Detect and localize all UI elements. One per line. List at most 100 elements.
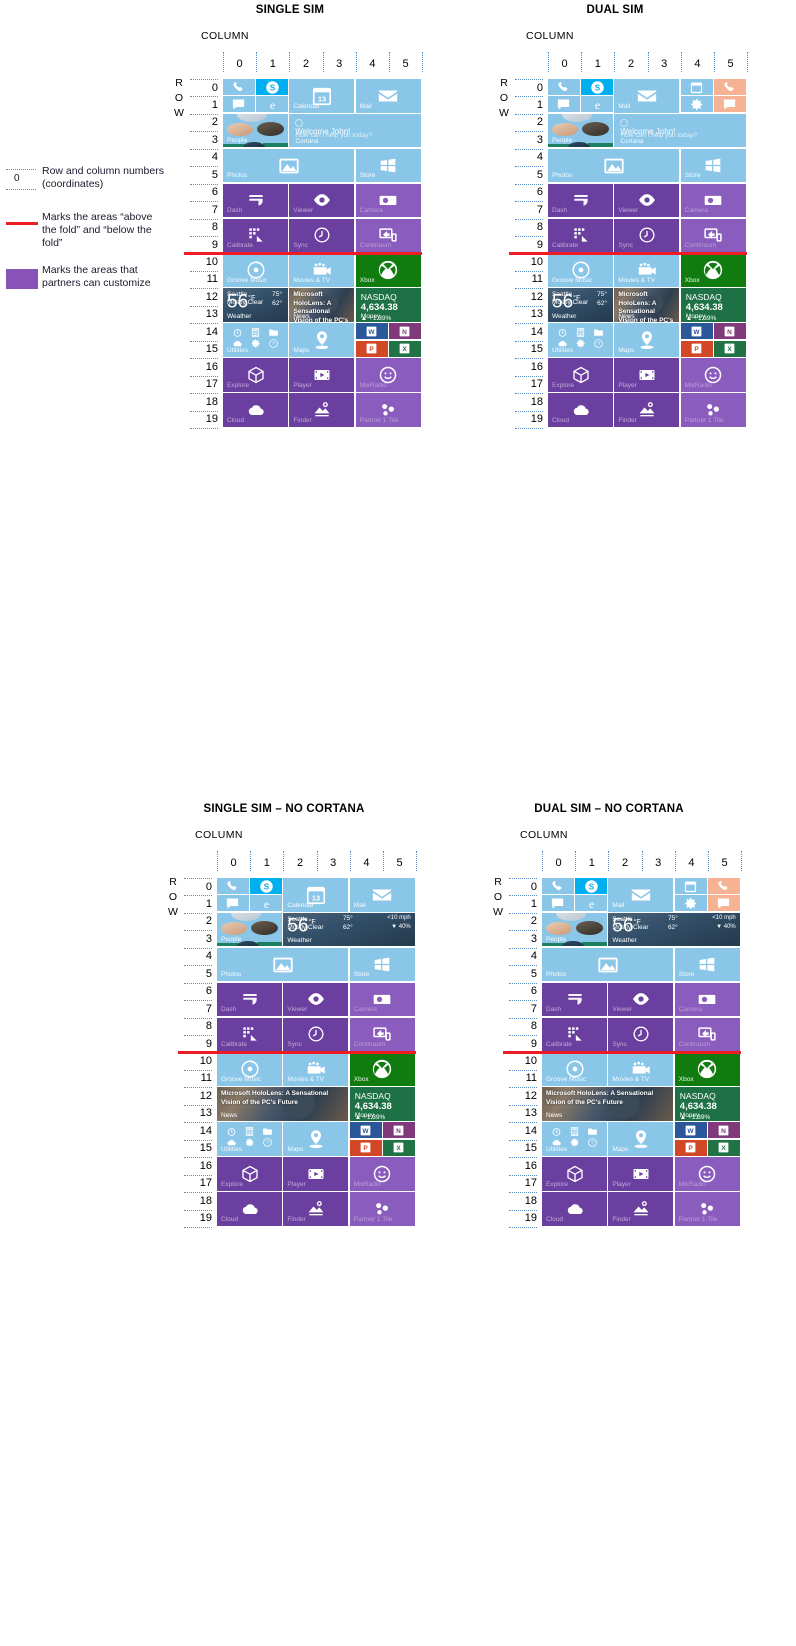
- tile-utilities[interactable]: ? Utilities: [542, 1122, 607, 1156]
- tile-camera[interactable]: Camera: [674, 982, 740, 1017]
- tile-calendar_small[interactable]: [674, 878, 707, 895]
- tile-mail[interactable]: Mail: [614, 79, 680, 113]
- tile-messaging[interactable]: [217, 895, 249, 912]
- tile-messaging2[interactable]: [714, 96, 746, 113]
- tile-excel[interactable]: X: [708, 1139, 740, 1156]
- tile-player[interactable]: Player: [289, 358, 355, 392]
- tile-viewer[interactable]: Viewer: [289, 183, 355, 218]
- tile-partner[interactable]: Partner 1 Tile: [674, 1192, 740, 1226]
- tile-camera[interactable]: Camera: [355, 183, 421, 218]
- tile-explore[interactable]: Explore: [542, 1157, 607, 1191]
- tile-cortana[interactable]: Welcome John! How can I help you today? …: [614, 113, 746, 148]
- tile-edge[interactable]: e: [575, 895, 607, 912]
- tile-skype[interactable]: S: [581, 79, 613, 96]
- tile-finder[interactable]: Finder: [608, 1192, 674, 1226]
- tile-calibrate[interactable]: Calibrate: [548, 218, 613, 253]
- tile-word[interactable]: W: [355, 323, 388, 340]
- tile-people[interactable]: People: [548, 113, 613, 148]
- tile-dash[interactable]: Dash: [217, 982, 282, 1017]
- tile-news[interactable]: Microsoft HoloLens: A Sensational Vision…: [614, 288, 680, 322]
- tile-settings[interactable]: [680, 96, 713, 113]
- tile-store[interactable]: Store: [674, 947, 740, 982]
- tile-calibrate[interactable]: Calibrate: [542, 1017, 607, 1052]
- tile-sync[interactable]: Sync: [283, 1017, 349, 1052]
- tile-photos[interactable]: Photos: [223, 148, 355, 183]
- tile-cloud[interactable]: Cloud: [548, 393, 613, 427]
- tile-news[interactable]: Microsoft HoloLens: A Sensational Vision…: [542, 1087, 674, 1121]
- tile-phone2[interactable]: [714, 79, 746, 96]
- tile-photos[interactable]: Photos: [548, 148, 680, 183]
- tile-skype[interactable]: S: [575, 878, 607, 895]
- tile-dash[interactable]: Dash: [223, 183, 288, 218]
- tile-money[interactable]: NASDAQ 4,634.38 ▲ +1.39% 11/02/2015 Mone…: [349, 1087, 415, 1121]
- tile-calibrate[interactable]: Calibrate: [223, 218, 288, 253]
- tile-camera[interactable]: Camera: [680, 183, 746, 218]
- tile-partner[interactable]: Partner 1 Tile: [349, 1192, 415, 1226]
- tile-mixradio[interactable]: MixRadio: [349, 1157, 415, 1191]
- tile-xbox[interactable]: Xbox: [674, 1052, 740, 1086]
- tile-news[interactable]: Microsoft HoloLens: A Sensational Vision…: [289, 288, 355, 322]
- tile-sync[interactable]: Sync: [614, 218, 680, 253]
- tile-onenote[interactable]: N: [389, 323, 421, 340]
- tile-continuum[interactable]: Continuum: [680, 218, 746, 253]
- tile-movies[interactable]: Movies & TV: [289, 253, 355, 287]
- tile-phone2[interactable]: [708, 878, 740, 895]
- tile-word[interactable]: W: [680, 323, 713, 340]
- tile-powerpoint[interactable]: P: [674, 1139, 707, 1156]
- tile-cloud[interactable]: Cloud: [223, 393, 288, 427]
- tile-store[interactable]: Store: [680, 148, 746, 183]
- tile-skype[interactable]: S: [256, 79, 288, 96]
- tile-messaging[interactable]: [548, 96, 580, 113]
- tile-messaging[interactable]: [223, 96, 255, 113]
- tile-movies[interactable]: Movies & TV: [608, 1052, 674, 1086]
- tile-onenote[interactable]: N: [714, 323, 746, 340]
- tile-word[interactable]: W: [349, 1122, 382, 1139]
- tile-skype[interactable]: S: [250, 878, 282, 895]
- tile-word[interactable]: W: [674, 1122, 707, 1139]
- tile-groove[interactable]: Groove Music: [548, 253, 613, 287]
- tile-player[interactable]: Player: [608, 1157, 674, 1191]
- tile-continuum[interactable]: Continuum: [355, 218, 421, 253]
- tile-player[interactable]: Player: [614, 358, 680, 392]
- tile-explore[interactable]: Explore: [223, 358, 288, 392]
- tile-maps[interactable]: Maps: [614, 323, 680, 357]
- tile-excel[interactable]: X: [389, 340, 421, 357]
- tile-partner[interactable]: Partner 1 Tile: [355, 393, 421, 427]
- tile-dash[interactable]: Dash: [542, 982, 607, 1017]
- tile-mixradio[interactable]: MixRadio: [680, 358, 746, 392]
- tile-xbox[interactable]: Xbox: [355, 253, 421, 287]
- tile-camera[interactable]: Camera: [349, 982, 415, 1017]
- tile-weather[interactable]: Seattle Mostly Clear 56°F 75° 62° Weathe…: [548, 288, 613, 322]
- tile-people[interactable]: People: [542, 912, 607, 947]
- tile-money[interactable]: NASDAQ 4,634.38 ▲ +1.39% 02/25/2015 Mone…: [680, 288, 746, 322]
- tile-mail[interactable]: Mail: [355, 79, 421, 113]
- tile-movies[interactable]: Movies & TV: [614, 253, 680, 287]
- tile-messaging[interactable]: [542, 895, 574, 912]
- tile-sync[interactable]: Sync: [608, 1017, 674, 1052]
- tile-viewer[interactable]: Viewer: [608, 982, 674, 1017]
- tile-photos[interactable]: Photos: [217, 947, 349, 982]
- tile-mail[interactable]: Mail: [349, 878, 415, 912]
- tile-explore[interactable]: Explore: [217, 1157, 282, 1191]
- tile-powerpoint[interactable]: P: [680, 340, 713, 357]
- tile-cloud[interactable]: Cloud: [217, 1192, 282, 1226]
- tile-messaging2[interactable]: [708, 895, 740, 912]
- tile-store[interactable]: Store: [355, 148, 421, 183]
- tile-phone[interactable]: [223, 79, 255, 96]
- tile-news[interactable]: Microsoft HoloLens: A Sensational Vision…: [217, 1087, 349, 1121]
- tile-continuum[interactable]: Continuum: [674, 1017, 740, 1052]
- tile-mail[interactable]: Mail: [608, 878, 674, 912]
- tile-utilities[interactable]: ? Utilities: [223, 323, 288, 357]
- tile-mixradio[interactable]: MixRadio: [674, 1157, 740, 1191]
- tile-edge[interactable]: e: [250, 895, 282, 912]
- tile-explore[interactable]: Explore: [548, 358, 613, 392]
- tile-photos[interactable]: Photos: [542, 947, 674, 982]
- tile-people[interactable]: People: [223, 113, 288, 148]
- tile-groove[interactable]: Groove Music: [223, 253, 288, 287]
- tile-cortana[interactable]: Welcome John! How can I help you today? …: [289, 113, 421, 148]
- tile-maps[interactable]: Maps: [608, 1122, 674, 1156]
- tile-powerpoint[interactable]: P: [355, 340, 388, 357]
- tile-xbox[interactable]: Xbox: [349, 1052, 415, 1086]
- tile-xbox[interactable]: Xbox: [680, 253, 746, 287]
- tile-finder[interactable]: Finder: [283, 1192, 349, 1226]
